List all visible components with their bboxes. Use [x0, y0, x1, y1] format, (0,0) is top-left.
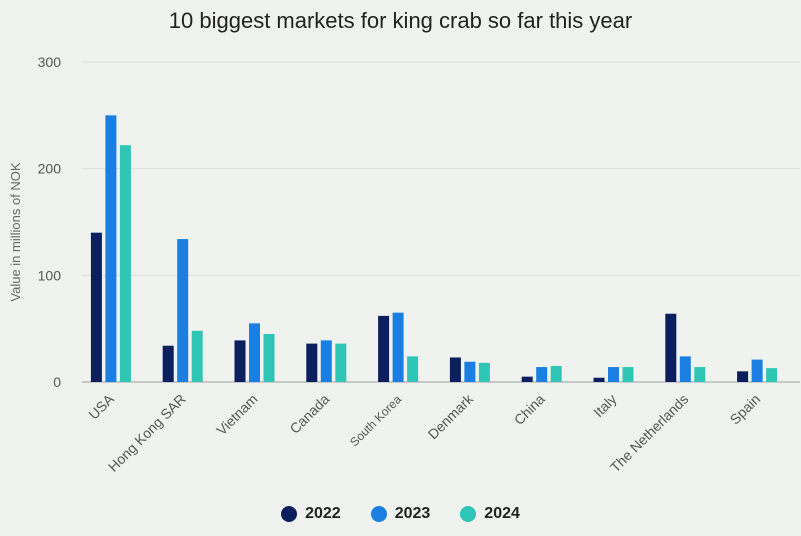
legend-label: 2022	[305, 505, 341, 522]
bar-2024-vietnam	[263, 334, 275, 382]
x-tick-label: China	[511, 391, 548, 428]
legend-label: 2023	[394, 505, 431, 522]
x-tick-label: Hong Kong SAR	[105, 391, 189, 475]
bar-2024-china	[550, 366, 562, 382]
legend-item-2022[interactable]: 2022	[281, 505, 341, 523]
legend-marker	[460, 506, 477, 522]
y-tick-label: 100	[38, 267, 62, 283]
bar-2022-usa	[90, 232, 102, 382]
y-tick-label: 300	[38, 54, 62, 70]
bar-2024-the-netherlands	[694, 367, 706, 382]
x-tick-label: South Korea	[347, 392, 404, 449]
bar-2022-spain	[737, 371, 749, 382]
legend-label: 2024	[484, 505, 520, 522]
bar-2023-the-netherlands	[679, 356, 691, 382]
bar-2023-south-korea	[392, 312, 404, 382]
bar-2023-china	[536, 367, 548, 382]
bar-2024-italy	[622, 367, 634, 382]
x-tick-label: USA	[85, 390, 117, 422]
chart-title: 10 biggest markets for king crab so far …	[168, 8, 633, 33]
legend-marker	[281, 506, 298, 522]
x-tick-label: Denmark	[425, 390, 477, 442]
legend-item-2023[interactable]: 2023	[370, 505, 431, 523]
bar-2023-italy	[608, 367, 619, 382]
bar-2023-hong-kong-sar	[177, 239, 189, 382]
bar-2023-usa	[105, 115, 117, 382]
x-tick-label: Spain	[727, 391, 764, 428]
bar-2024-south-korea	[407, 356, 419, 382]
legend: 2022 2023 2024	[0, 505, 801, 523]
bar-2024-denmark	[478, 362, 490, 382]
y-tick-label: 200	[38, 161, 62, 177]
bar-2022-denmark	[449, 357, 461, 382]
bar-2024-hong-kong-sar	[191, 330, 203, 382]
bar-2022-vietnam	[234, 340, 246, 382]
x-tick-label: The Netherlands	[607, 391, 692, 476]
bar-2022-italy	[593, 377, 605, 382]
bar-2023-denmark	[464, 361, 476, 382]
bar-2022-south-korea	[378, 315, 390, 382]
bar-2022-hong-kong-sar	[162, 345, 174, 382]
legend-item-2024[interactable]: 2024	[460, 505, 520, 523]
y-tick-label: 0	[53, 374, 61, 390]
y-axis-label: Value in millions of NOK	[8, 162, 23, 302]
bar-2023-canada	[320, 340, 332, 382]
bar-2022-canada	[306, 343, 318, 382]
bar-2024-spain	[766, 368, 778, 382]
bar-2022-the-netherlands	[665, 313, 677, 382]
bar-2024-usa	[119, 145, 131, 382]
bar-2023-vietnam	[249, 323, 260, 382]
legend-marker	[370, 506, 387, 522]
bar-2023-spain	[751, 359, 763, 382]
x-tick-label: Vietnam	[213, 391, 260, 438]
x-tick-label: Italy	[590, 391, 619, 420]
x-tick-label: Canada	[286, 391, 332, 437]
bar-2024-canada	[335, 343, 347, 382]
bar-2022-china	[521, 376, 533, 382]
